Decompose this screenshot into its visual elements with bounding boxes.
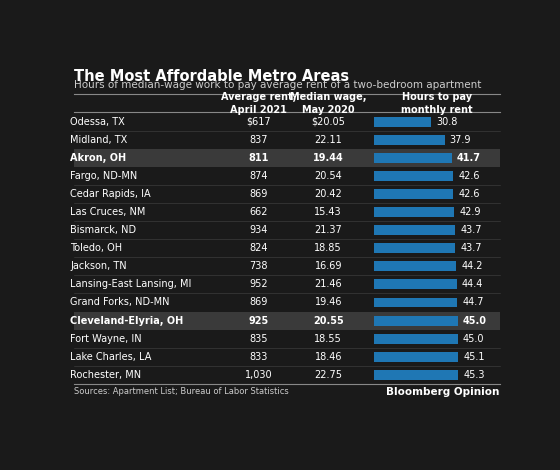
Text: 44.7: 44.7 (463, 298, 484, 307)
Text: 30.8: 30.8 (436, 117, 458, 126)
Text: Median wage,
May 2020: Median wage, May 2020 (290, 92, 366, 115)
Text: 45.0: 45.0 (463, 315, 487, 326)
Text: 20.54: 20.54 (314, 171, 342, 181)
Text: 811: 811 (249, 153, 269, 163)
Bar (374, 316, 458, 326)
Text: 45.1: 45.1 (463, 352, 484, 362)
Text: 874: 874 (250, 171, 268, 181)
Text: 1,030: 1,030 (245, 370, 273, 380)
Text: 869: 869 (250, 189, 268, 199)
Text: 42.6: 42.6 (459, 189, 480, 199)
Text: 18.46: 18.46 (315, 352, 342, 362)
Text: Fort Wayne, IN: Fort Wayne, IN (71, 334, 142, 344)
Text: Midland, TX: Midland, TX (71, 134, 128, 145)
Text: Akron, OH: Akron, OH (71, 153, 127, 163)
Text: Bloomberg Opinion: Bloomberg Opinion (386, 387, 500, 397)
Text: Toledo, OH: Toledo, OH (71, 243, 123, 253)
Bar (374, 171, 453, 181)
Text: 18.55: 18.55 (314, 334, 342, 344)
Text: The Most Affordable Metro Areas: The Most Affordable Metro Areas (74, 69, 349, 84)
Text: 20.55: 20.55 (313, 315, 344, 326)
Text: Sources: Apartment List; Bureau of Labor Statistics: Sources: Apartment List; Bureau of Labor… (74, 387, 289, 396)
Text: 45.0: 45.0 (463, 334, 484, 344)
Text: Bismarck, ND: Bismarck, ND (71, 225, 137, 235)
Bar (374, 352, 458, 362)
Text: Odessa, TX: Odessa, TX (71, 117, 125, 126)
Bar (374, 280, 456, 290)
Text: 925: 925 (249, 315, 269, 326)
Text: Rochester, MN: Rochester, MN (71, 370, 142, 380)
Bar (374, 117, 431, 126)
Text: 20.42: 20.42 (314, 189, 342, 199)
Text: 833: 833 (250, 352, 268, 362)
Text: Cleveland-Elyria, OH: Cleveland-Elyria, OH (71, 315, 184, 326)
Text: 934: 934 (250, 225, 268, 235)
Text: Lake Charles, LA: Lake Charles, LA (71, 352, 152, 362)
Text: 42.9: 42.9 (459, 207, 480, 217)
Bar (374, 243, 455, 253)
Bar (374, 261, 456, 271)
Text: 18.85: 18.85 (314, 243, 342, 253)
Text: 22.11: 22.11 (314, 134, 342, 145)
Text: 15.43: 15.43 (314, 207, 342, 217)
Text: $20.05: $20.05 (311, 117, 345, 126)
Text: 952: 952 (249, 279, 268, 290)
Text: Grand Forks, ND-MN: Grand Forks, ND-MN (71, 298, 170, 307)
Bar (374, 370, 458, 380)
Text: 44.4: 44.4 (462, 279, 483, 290)
Text: 19.44: 19.44 (313, 153, 344, 163)
Text: 738: 738 (250, 261, 268, 271)
Text: 837: 837 (250, 134, 268, 145)
Text: Lansing-East Lansing, MI: Lansing-East Lansing, MI (71, 279, 192, 290)
Bar (74, 149, 500, 167)
Text: 662: 662 (250, 207, 268, 217)
Text: 37.9: 37.9 (450, 134, 471, 145)
Text: 824: 824 (250, 243, 268, 253)
Bar (374, 153, 451, 163)
Bar (374, 225, 455, 235)
Text: 21.37: 21.37 (314, 225, 342, 235)
Text: 869: 869 (250, 298, 268, 307)
Text: Jackson, TN: Jackson, TN (71, 261, 127, 271)
Text: 21.46: 21.46 (314, 279, 342, 290)
Text: Las Cruces, NM: Las Cruces, NM (71, 207, 146, 217)
Text: Fargo, ND-MN: Fargo, ND-MN (71, 171, 138, 181)
Bar (74, 312, 500, 329)
Text: 42.6: 42.6 (459, 171, 480, 181)
Text: Cedar Rapids, IA: Cedar Rapids, IA (71, 189, 151, 199)
Bar (374, 207, 454, 217)
Text: 19.46: 19.46 (315, 298, 342, 307)
Bar (374, 334, 458, 344)
Text: Hours to pay
monthly rent: Hours to pay monthly rent (401, 92, 473, 115)
Text: $617: $617 (246, 117, 271, 126)
Text: 44.2: 44.2 (461, 261, 483, 271)
Text: 835: 835 (250, 334, 268, 344)
Text: Average rent,
April 2021: Average rent, April 2021 (221, 92, 296, 115)
Text: Hours of median-wage work to pay average rent of a two-bedroom apartment: Hours of median-wage work to pay average… (74, 80, 482, 90)
Bar (374, 135, 445, 145)
Text: 16.69: 16.69 (315, 261, 342, 271)
Bar (374, 189, 453, 199)
Bar (374, 298, 457, 307)
Text: 43.7: 43.7 (460, 243, 482, 253)
Text: 22.75: 22.75 (314, 370, 342, 380)
Text: 45.3: 45.3 (464, 370, 485, 380)
Text: 41.7: 41.7 (457, 153, 481, 163)
Text: 43.7: 43.7 (460, 225, 482, 235)
